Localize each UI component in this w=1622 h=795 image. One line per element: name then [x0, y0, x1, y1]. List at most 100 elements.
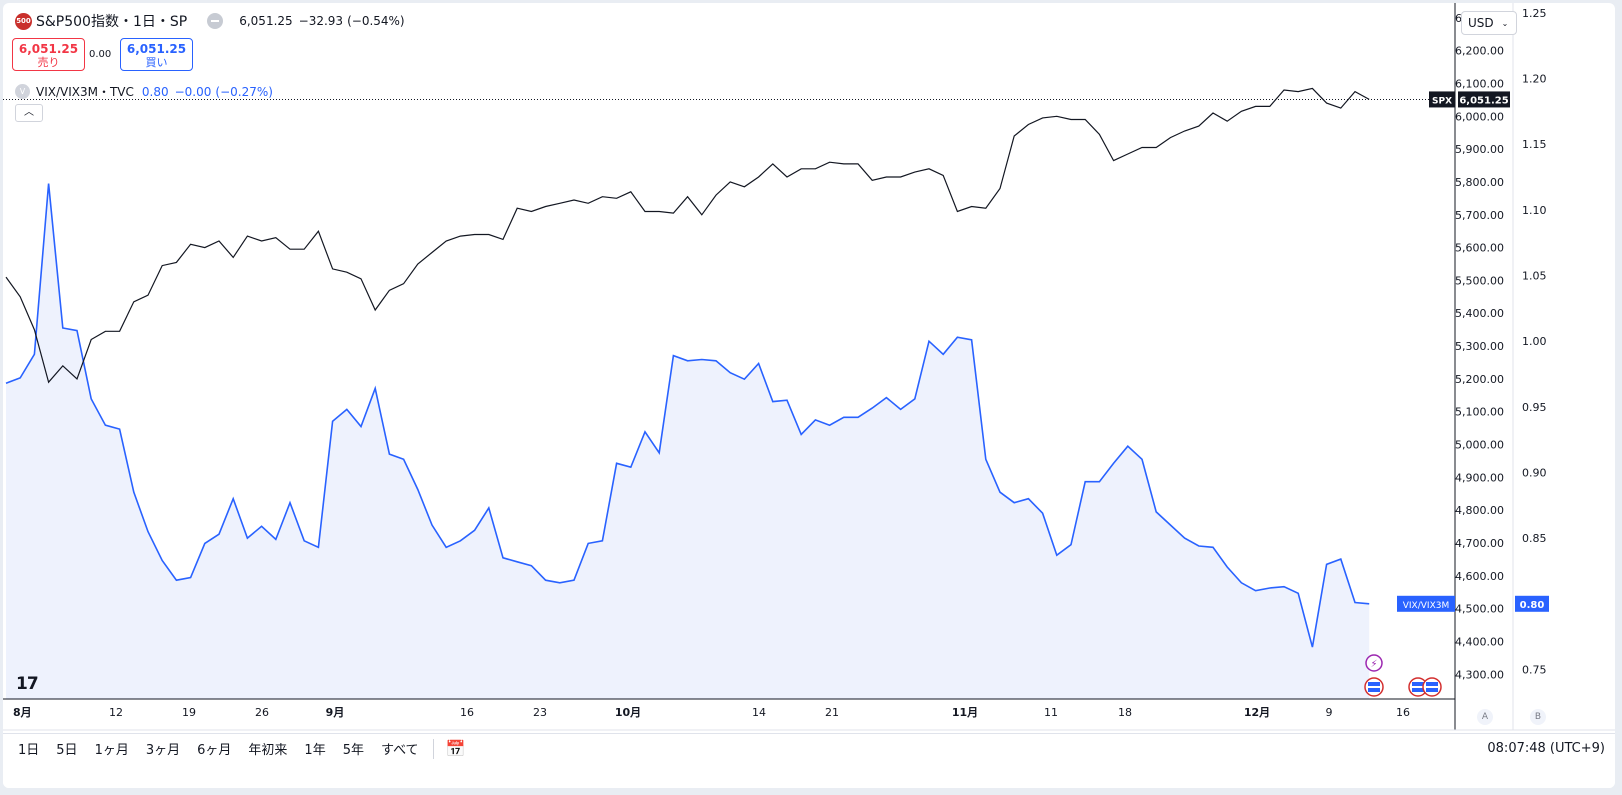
sp500-logo-icon: 500 [15, 12, 32, 30]
x-tick-label: 14 [752, 706, 766, 719]
compare-name[interactable]: VIX/VIX3M・TVC [36, 85, 134, 99]
time-scale[interactable]: 8月 12 19 26 9月 16 23 10月 14 21 11月 11 18 12月 9 16 [13, 706, 1410, 719]
y-left-tick-label: 4,300.00 [1455, 668, 1504, 681]
us-flag-icon[interactable] [1364, 677, 1384, 697]
y-right-tick-label: 1.15 [1522, 138, 1547, 151]
y-left-tick-label: 6,200.00 [1455, 45, 1504, 58]
last-price: 6,051.25 [239, 14, 293, 28]
event-markers[interactable]: ⚡ [1364, 654, 1442, 697]
y-left-tick-label: 5,800.00 [1455, 176, 1504, 189]
vix-vix3m-series-line [5, 183, 1370, 648]
y-left-tick-label: 6,000.00 [1455, 110, 1504, 123]
y-left-tick-label: 5,300.00 [1455, 340, 1504, 353]
dividend-event-icon[interactable] [1365, 654, 1383, 672]
y-left-tick-label: 4,700.00 [1455, 537, 1504, 550]
y-right-tick-label: 1.10 [1522, 204, 1547, 217]
x-tick-label: 9月 [326, 706, 345, 719]
chart-window: 6,300.006,200.006,100.006,000.005,900.00… [3, 3, 1615, 788]
y-left-tick-label: 5,100.00 [1455, 406, 1504, 419]
y-left-tick-label: 4,900.00 [1455, 471, 1504, 484]
y-left-tick-label: 4,600.00 [1455, 570, 1504, 583]
tradingview-logo[interactable]: 17 [16, 674, 39, 694]
compare-change-pct: (−0.27%) [215, 84, 273, 99]
y-left-tick-label: 5,600.00 [1455, 242, 1504, 255]
x-tick-label: 8月 [13, 706, 32, 719]
spx-last-label: 6,051.25 [1459, 95, 1508, 106]
vix-last-label: 0.80 [1520, 600, 1545, 611]
vix-name-label: VIX/VIX3M [1403, 601, 1449, 611]
y-right-tick-label: 0.95 [1522, 401, 1547, 414]
calendar-goto-icon[interactable]: 📅 [445, 739, 466, 758]
b-scale-button[interactable]: B [1530, 709, 1546, 725]
chevron-down-icon: ⌄ [1501, 18, 1509, 28]
x-tick-label: 16 [1396, 706, 1410, 719]
price-scale-left[interactable]: 6,300.006,200.006,100.006,000.005,900.00… [1455, 12, 1504, 682]
y-right-tick-label: 1.25 [1522, 7, 1547, 20]
buy-button[interactable]: 6,051.25 買い [120, 38, 193, 71]
y-right-tick-label: 0.90 [1522, 466, 1547, 479]
x-tick-label: 11月 [952, 706, 978, 719]
x-tick-label: 19 [182, 706, 196, 719]
compare-change: −0.00 [174, 84, 212, 99]
currency-select[interactable]: USD ⌄ [1461, 11, 1517, 35]
x-tick-label: 23 [533, 706, 547, 719]
bottom-toolbar: 1日 5日 1ヶ月 3ヶ月 6ヶ月 年初来 1年 5年 すべて 📅 08:07:… [3, 733, 1615, 763]
y-left-tick-label: 4,400.00 [1455, 636, 1504, 649]
sell-button[interactable]: 6,051.25 売り [12, 38, 85, 71]
y-right-tick-label: 0.75 [1522, 663, 1547, 676]
spx-series-line [5, 87, 1370, 384]
minus-icon[interactable] [207, 13, 224, 29]
currency-value: USD [1468, 16, 1494, 30]
compare-value: 0.80 [141, 84, 169, 99]
timeframe-all[interactable]: すべて [380, 743, 419, 758]
y-right-tick-label: 1.20 [1522, 73, 1547, 86]
x-tick-label: 12 [109, 706, 123, 719]
y-left-tick-label: 6,100.00 [1455, 77, 1504, 90]
spx-name-tag [1429, 91, 1455, 108]
y-left-tick-label: 5,900.00 [1455, 143, 1504, 156]
y-left-tick-label: 5,200.00 [1455, 373, 1504, 386]
y-right-tick-label: 1.00 [1522, 335, 1547, 348]
clock-timezone[interactable]: 08:07:48 (UTC+9) [1487, 741, 1605, 756]
y-left-tick-label: 5,500.00 [1455, 274, 1504, 287]
y-left-tick-label: 5,400.00 [1455, 307, 1504, 320]
x-tick-label: 16 [460, 706, 474, 719]
timeframe-1d[interactable]: 1日 [18, 743, 40, 758]
y-left-tick-label: 5,700.00 [1455, 209, 1504, 222]
lightning-icon: ⚡ [1370, 659, 1377, 670]
us-flag-icon[interactable] [1422, 677, 1442, 697]
timeframe-6m[interactable]: 6ヶ月 [197, 743, 232, 758]
timeframe-1y[interactable]: 1年 [304, 743, 326, 758]
x-tick-label: 11 [1044, 706, 1058, 719]
x-tick-label: 9 [1326, 706, 1333, 719]
y-right-tick-label: 1.05 [1522, 269, 1547, 282]
spx-last-tag [1458, 91, 1510, 108]
price-change: −32.93 [298, 14, 344, 28]
vix-area-fill [6, 183, 1370, 700]
symbol-legend[interactable]: 500 S&P500指数・1日・SP 6,051.25 −32.93 (−0.5… [15, 11, 405, 31]
compare-legend[interactable]: V VIX/VIX3M・TVC 0.80 −0.00 (−0.27%) [15, 83, 273, 100]
timeframe-ytd[interactable]: 年初来 [248, 743, 288, 758]
symbol-title[interactable]: S&P500指数・1日・SP [36, 14, 188, 30]
x-tick-label: 18 [1118, 706, 1132, 719]
spread-value: 0.00 [89, 49, 112, 60]
price-change-pct: (−0.54%) [347, 14, 405, 28]
vix-last-tag [1515, 595, 1549, 612]
price-scale-right[interactable]: 1.25 1.20 1.15 1.10 1.05 1.00 0.95 0.90 0.85 0.80… [1522, 7, 1547, 677]
x-tick-label: 26 [255, 706, 269, 719]
sell-price: 6,051.25 [18, 42, 79, 56]
x-tick-label: 21 [825, 706, 839, 719]
timeframe-1m[interactable]: 1ヶ月 [94, 743, 129, 758]
timeframe-5d[interactable]: 5日 [56, 743, 78, 758]
chart-plot[interactable]: 6,300.006,200.006,100.006,000.005,900.00… [3, 3, 1615, 788]
x-tick-label: 10月 [615, 706, 641, 719]
vix-name-tag [1397, 595, 1455, 612]
timeframe-3m[interactable]: 3ヶ月 [145, 743, 181, 758]
x-tick-label: 12月 [1244, 706, 1270, 719]
timeframe-5y[interactable]: 5年 [342, 743, 364, 758]
auto-scale-button[interactable]: A [1477, 709, 1493, 725]
collapse-legend-button[interactable]: ︿ [15, 104, 43, 122]
toolbar-divider [432, 738, 434, 759]
chevron-up-icon: ︿ [24, 107, 34, 118]
vix-symbol-icon: V [15, 84, 30, 99]
